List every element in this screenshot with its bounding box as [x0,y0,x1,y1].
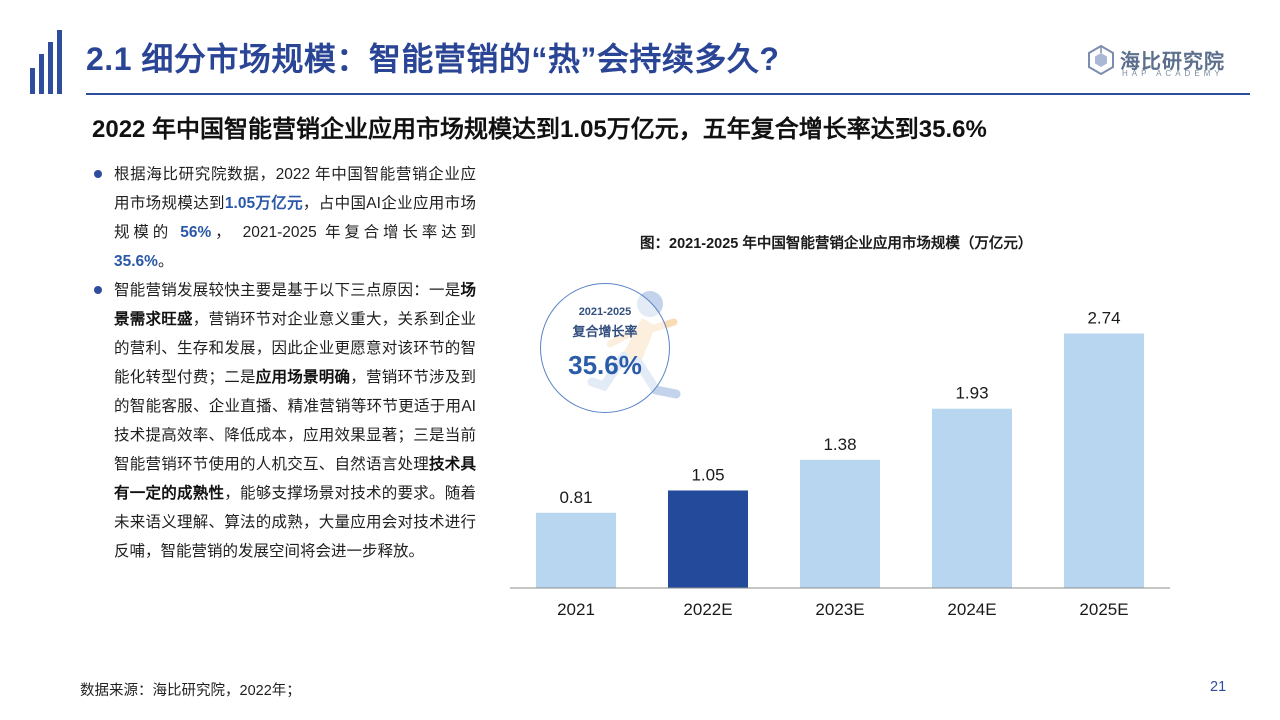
page-title: 2.1 细分市场规模：智能营销的“热”会持续多久? [86,41,780,77]
bullet-text: 智能营销发展较快主要是基于以下三点原因：一是 [114,282,461,299]
bullet-text: ， 2021-2025 年复合增长率达到 [211,224,476,241]
bar-value-label: 1.05 [691,465,724,484]
bar-value-label: 2.74 [1087,309,1120,328]
bullet-highlight: 56% [180,224,212,241]
bullet-text: ，营销环节对企业意义重大，关系到企业的营利、生存和发展，因此企业更愿意对该环节的… [114,311,476,386]
bar-2023E [800,459,880,588]
bullet-highlight: 1.05万亿元 [224,195,303,212]
x-tick-label: 2023E [815,600,864,619]
bullet-item: 智能营销发展较快主要是基于以下三点原因：一是场景需求旺盛，营销环节对企业意义重大… [92,276,476,566]
cagr-value: 35.6% [568,350,642,380]
title-divider [86,93,1250,95]
bar-2025E [1064,333,1144,588]
x-tick-label: 2021 [557,600,595,619]
x-tick-label: 2025E [1079,600,1128,619]
slide-subtitle: 2022 年中国智能营销企业应用市场规模达到1.05万亿元，五年复合增长率达到3… [92,116,987,143]
bullet-text: ，能够支撑场景对技术的要求。随着未来语义理解、算法的成熟，大量应用会对技术进行反… [114,485,476,560]
bar-2024E [932,408,1012,588]
hap-academy-logo: 海比研究院 HAP ACADEMY [1086,44,1236,80]
bullet-highlight: 应用场景明确 [255,369,351,386]
cagr-label: 复合增长率 [572,324,638,339]
logo-english-name: HAP ACADEMY [1122,69,1224,78]
chart-title: 图：2021-2025 年中国智能营销企业应用市场规模（万亿元） [640,236,1033,252]
data-source-note: 数据来源：海比研究院，2022年； [80,683,301,699]
x-tick-label: 2022E [683,600,732,619]
bullet-highlight: 技术具有一定的成熟性 [114,456,476,502]
bullet-text: ，营销环节涉及到的智能客服、企业直播、精准营销等环节更适于用AI技术提高效率、降… [114,369,476,473]
bar-value-label: 1.93 [955,384,988,403]
bullet-list: 根据海比研究院数据，2022 年中国智能营销企业应用市场规模达到1.05万亿元，… [92,160,476,566]
bullet-text: ，占中国AI企业应用市场规模的 [114,195,476,241]
cagr-badge: 2021-2025 复合增长率 35.6% [540,283,670,413]
bullet-text: 。 [157,253,174,270]
page-number: 21 [1210,679,1227,695]
title-decoration-bars [30,30,70,94]
bullet-text: 根据海比研究院数据，2022 年中国智能营销企业应用市场规模达到 [114,166,476,212]
bullet-highlight: 场景需求旺盛 [114,282,476,328]
hap-cube-icon [1088,44,1114,76]
x-tick-label: 2024E [947,600,996,619]
bullet-highlight: 35.6% [114,253,158,270]
bar-2021 [536,512,616,588]
logo-chinese-name: 海比研究院 [1120,51,1225,73]
bar-value-label: 1.38 [823,435,856,454]
cagr-period: 2021-2025 [578,306,632,318]
bar-2022E [668,490,748,588]
bullet-item: 根据海比研究院数据，2022 年中国智能营销企业应用市场规模达到1.05万亿元，… [92,160,476,276]
market-size-bar-chart: 0.81 2021 1.05 2022E 1.38 2023E 1.93 2024E 2.74 2… [510,309,1170,619]
bar-value-label: 0.81 [559,488,592,507]
